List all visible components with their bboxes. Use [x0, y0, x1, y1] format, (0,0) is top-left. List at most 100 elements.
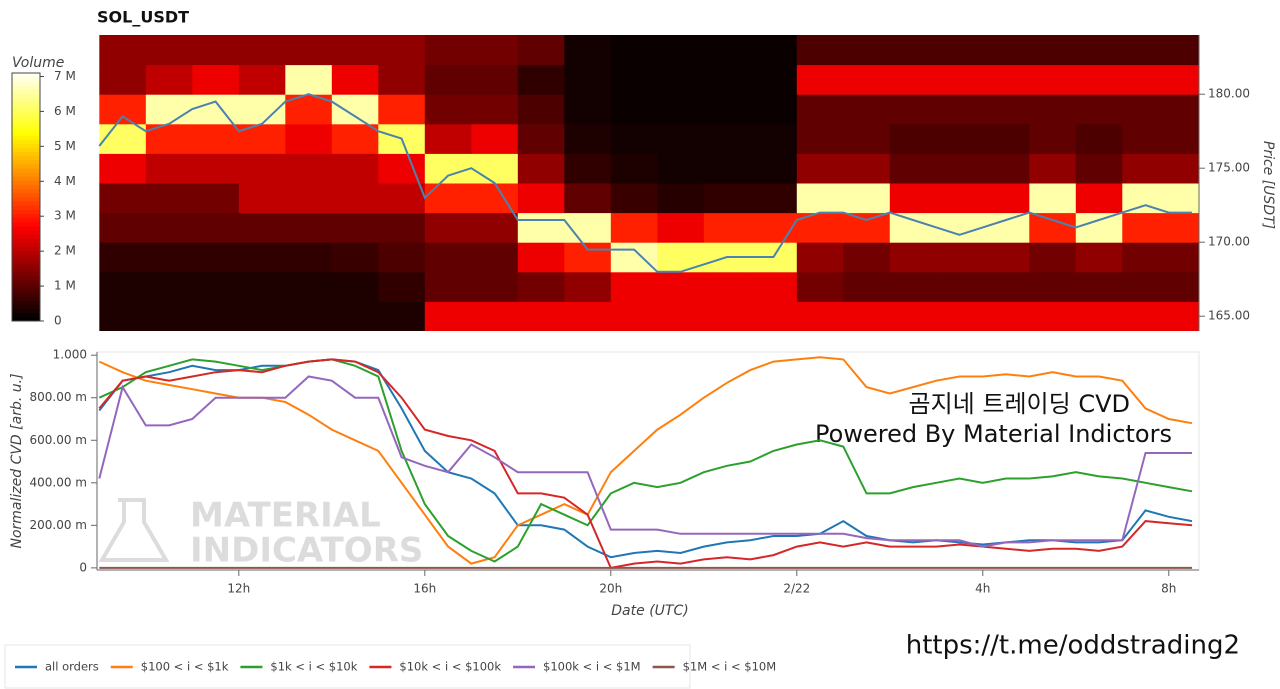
colorbar-tick-label: 1 M	[54, 279, 76, 293]
heat-cell	[889, 35, 937, 66]
heat-cell	[1075, 212, 1123, 243]
heat-cell	[378, 301, 426, 331]
heat-cell	[1075, 64, 1123, 95]
heat-cell	[424, 212, 472, 243]
heat-cell	[889, 212, 937, 243]
heat-cell	[331, 94, 379, 125]
heat-cell	[982, 35, 1030, 66]
heat-cell	[1029, 35, 1077, 66]
heat-cell	[564, 301, 612, 331]
heat-cell	[796, 183, 844, 214]
heat-cell	[378, 271, 426, 302]
heat-cell	[564, 183, 612, 214]
heat-cell	[889, 153, 937, 184]
heat-cell	[471, 64, 519, 95]
colorbar-step	[12, 110, 40, 115]
heat-cell	[1029, 271, 1077, 302]
heat-cell	[145, 94, 193, 125]
heat-cell	[1168, 301, 1199, 331]
heat-cell	[192, 242, 240, 273]
heat-cell	[517, 153, 565, 184]
heat-cell	[331, 183, 379, 214]
x-tick-label: 16h	[413, 582, 436, 596]
heat-cell	[192, 35, 240, 66]
colorbar-step	[12, 308, 40, 314]
heatmap	[98, 35, 1199, 331]
x-tick-label: 12h	[227, 582, 250, 596]
heat-cell	[517, 301, 565, 331]
heat-cell	[285, 35, 333, 66]
heat-cell	[192, 123, 240, 154]
heat-cell	[889, 123, 937, 154]
heat-cell	[517, 123, 565, 154]
chart-title: SOL_USDT	[97, 8, 189, 27]
colorbar-label: Volume	[12, 55, 64, 71]
heat-cell	[750, 212, 798, 243]
colorbar-step	[12, 139, 40, 144]
heat-cell	[331, 271, 379, 302]
heat-cell	[285, 301, 333, 331]
heat-cell	[1075, 301, 1123, 331]
y-tick-label: 180.00	[1208, 87, 1250, 101]
colorbar-tick-label: 5 M	[54, 139, 76, 153]
heat-cell	[703, 271, 751, 302]
cvd-line	[98, 375, 1192, 548]
colorbar-step	[12, 201, 40, 206]
colorbar-step	[12, 267, 40, 272]
colorbar-tick-label: 7 M	[54, 69, 76, 83]
heat-cell	[238, 212, 286, 243]
heat-cell	[424, 183, 472, 214]
legend-label: $100 < i < $1k	[141, 660, 229, 674]
heat-cell	[657, 242, 705, 273]
heat-cell	[750, 183, 798, 214]
heat-cell	[1168, 64, 1199, 95]
colorbar-step	[12, 283, 40, 289]
heat-cell	[796, 94, 844, 125]
heat-cell	[843, 94, 891, 125]
heat-cell	[192, 183, 240, 214]
heat-cell	[1029, 301, 1077, 331]
heat-cell	[982, 271, 1030, 302]
colorbar-step	[12, 279, 40, 285]
heat-cell	[889, 271, 937, 302]
heat-cell	[657, 123, 705, 154]
colorbar-step	[12, 230, 40, 235]
heat-cell	[1029, 242, 1077, 273]
colorbar-step	[12, 93, 40, 99]
heat-cell	[331, 64, 379, 95]
heat-cell	[610, 64, 658, 95]
colorbar-step	[12, 143, 40, 148]
colorbar-tick-label: 6 M	[54, 104, 76, 118]
heat-cell	[703, 301, 751, 331]
legend-label: $1k < i < $10k	[270, 660, 357, 674]
legend-label: $100k < i < $1M	[543, 660, 641, 674]
heat-cell	[471, 242, 519, 273]
heat-cell	[936, 94, 984, 125]
heat-cell	[517, 183, 565, 214]
colorbar-step	[12, 275, 40, 281]
heat-cell	[982, 242, 1030, 273]
heat-cell	[145, 153, 193, 184]
heat-cell	[99, 183, 147, 214]
x-axis-title: Date (UTC)	[611, 603, 688, 619]
heat-cell	[1075, 94, 1123, 125]
heat-cell	[750, 301, 798, 331]
heat-cell	[1168, 153, 1199, 184]
heat-cell	[471, 301, 519, 331]
colorbar-step	[12, 168, 40, 173]
heat-cell	[145, 242, 193, 273]
y-tick-label: 0	[79, 560, 87, 574]
annotation: 곰지네 트레이딩 CVD	[909, 390, 1130, 418]
heat-cell	[750, 153, 798, 184]
colorbar-step	[12, 101, 40, 107]
heat-cell	[285, 64, 333, 95]
heat-cell	[564, 35, 612, 66]
heat-cell	[517, 35, 565, 66]
heat-cell	[1168, 242, 1199, 273]
heat-cell	[1029, 183, 1077, 214]
heat-cell	[285, 153, 333, 184]
colorbar-step	[12, 85, 40, 91]
heat-cell	[796, 64, 844, 95]
heat-cell	[99, 64, 147, 95]
watermark: MATERIAL	[190, 496, 381, 536]
